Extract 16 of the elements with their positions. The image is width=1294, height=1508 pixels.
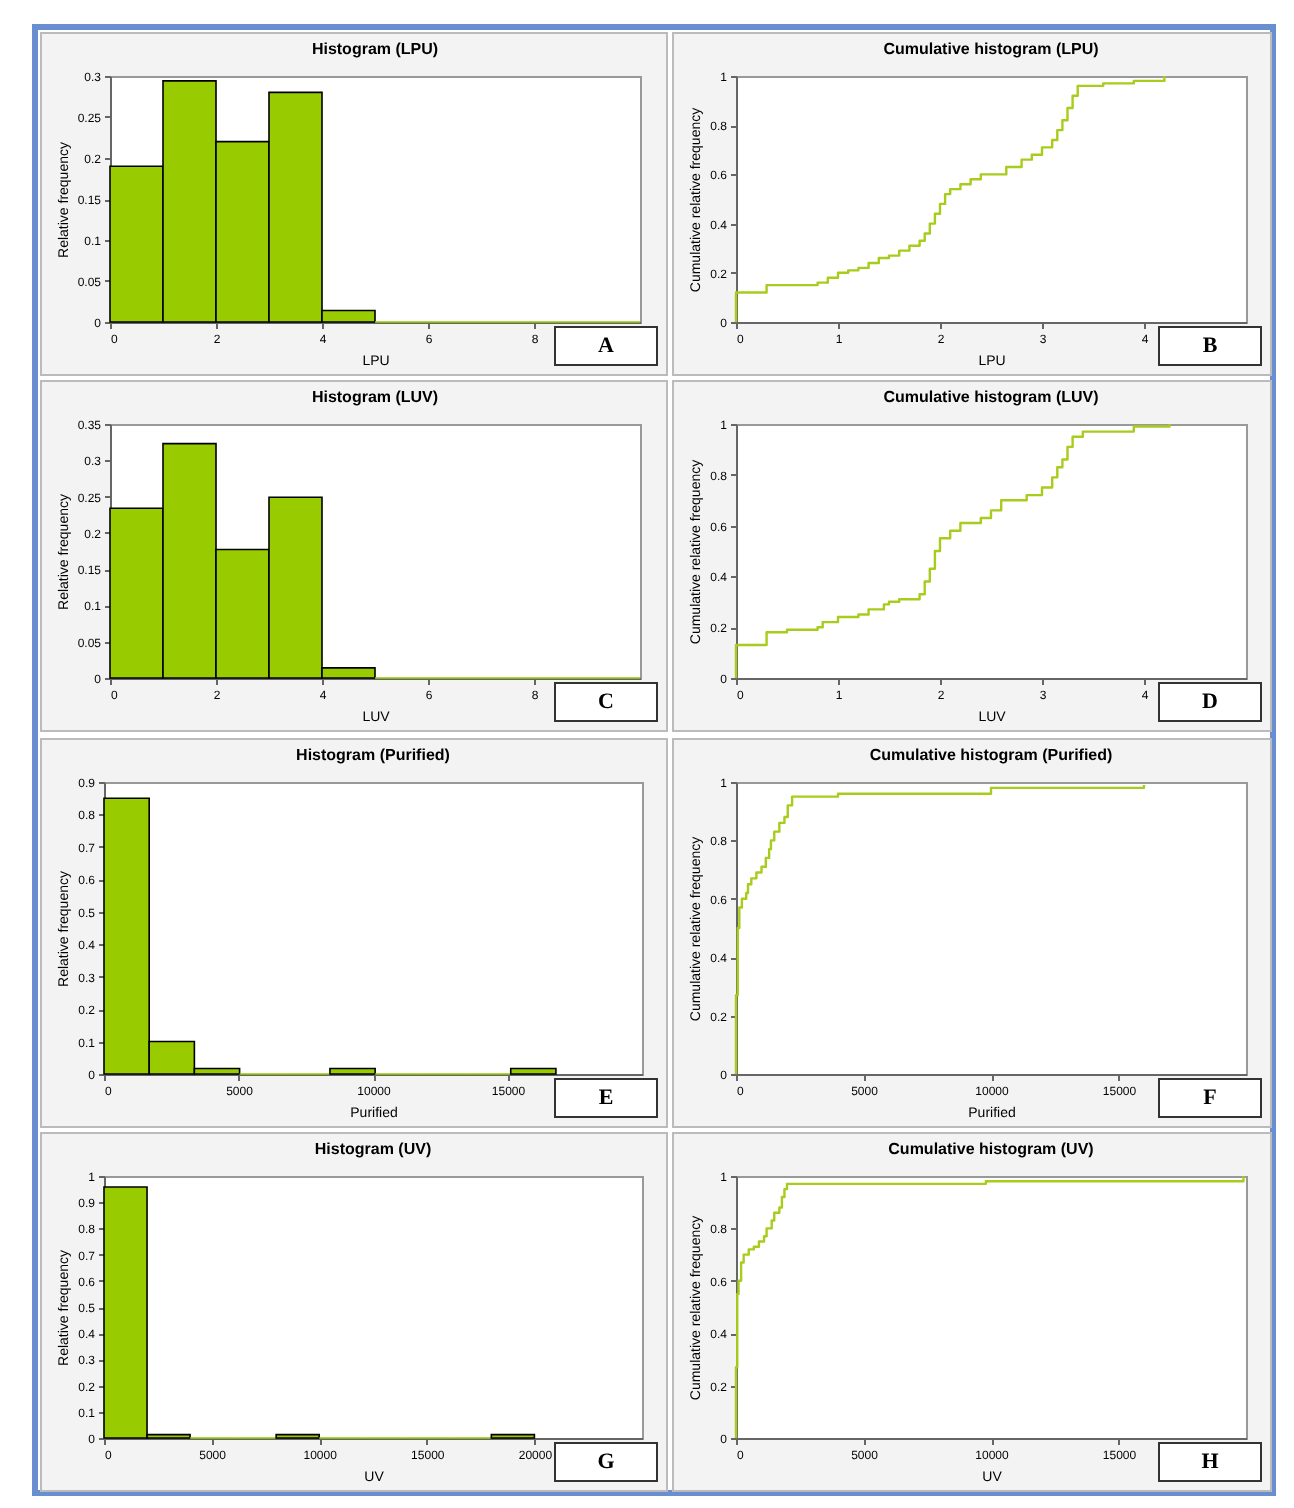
text: E (554, 1078, 658, 1118)
text: G (554, 1442, 658, 1482)
chart-title: Histogram (LPU) (311, 40, 439, 58)
text: A (554, 326, 658, 366)
chart-title: Histogram (Purified) (296, 746, 451, 764)
text: D (1158, 682, 1262, 722)
text: B (1158, 326, 1262, 366)
chart-title: Histogram (UV) (314, 1140, 432, 1158)
text: F (1158, 1078, 1262, 1118)
chart-title: Cumulative histogram (Purified) (869, 746, 1114, 764)
chart-title: Cumulative histogram (UV) (888, 1140, 1095, 1158)
chart-title: Cumulative histogram (LPU) (883, 40, 1100, 58)
chart-title: Cumulative histogram (LUV) (883, 388, 1100, 406)
text: H (1158, 1442, 1262, 1482)
text: C (554, 682, 658, 722)
chart-title: Histogram (LUV) (311, 388, 439, 406)
